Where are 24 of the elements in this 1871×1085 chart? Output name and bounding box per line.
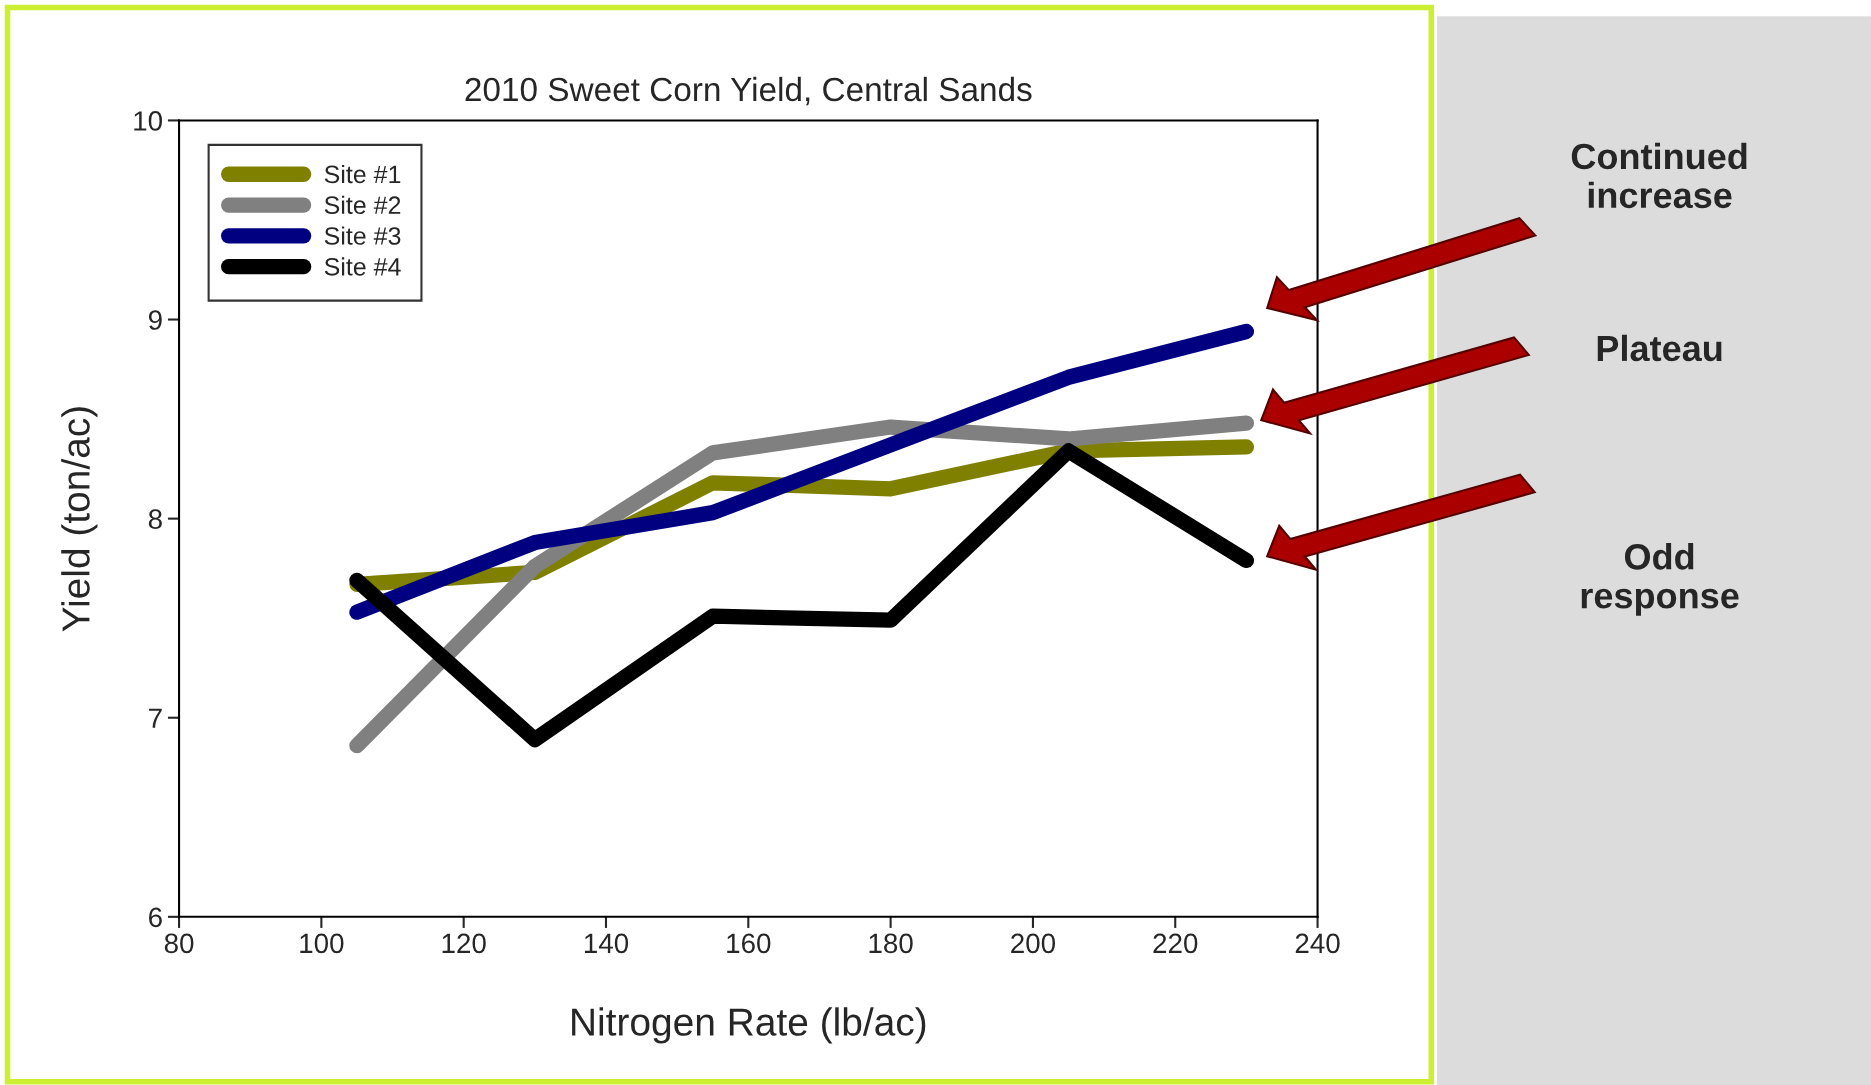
x-tick-label: 120 — [442, 933, 486, 954]
chart-title: 2010 Sweet Corn Yield, Central Sands — [465, 76, 1032, 106]
legend-label: Site #4 — [324, 257, 401, 276]
x-tick-label: 180 — [869, 933, 913, 954]
x-tick-label: 80 — [164, 933, 194, 954]
text: Odd response — [1581, 543, 1739, 616]
x-tick-label: 100 — [300, 933, 344, 954]
x-tick-label: 160 — [727, 933, 771, 954]
legend-label: Site #1 — [324, 164, 401, 184]
x-axis-title: Nitrogen Rate (lb/ac) — [572, 1007, 926, 1044]
y-tick-label: 9 — [148, 310, 162, 330]
text: Continued increase — [1571, 142, 1747, 209]
legend-label: Site #3 — [324, 226, 401, 245]
x-tick-label: 240 — [1295, 933, 1340, 954]
legend-label: Site #2 — [324, 195, 401, 215]
text: Plateau — [1597, 334, 1722, 362]
y-tick-label: 6 — [149, 907, 162, 928]
y-tick-label: 10 — [134, 111, 162, 131]
y-tick-label: 8 — [148, 509, 162, 529]
x-tick-label: 200 — [1011, 933, 1056, 954]
y-axis-title: Yield (ton/ac) — [61, 407, 98, 632]
x-tick-label: 140 — [584, 933, 629, 954]
x-tick-label: 220 — [1153, 933, 1198, 954]
y-tick-label: 7 — [149, 708, 162, 728]
